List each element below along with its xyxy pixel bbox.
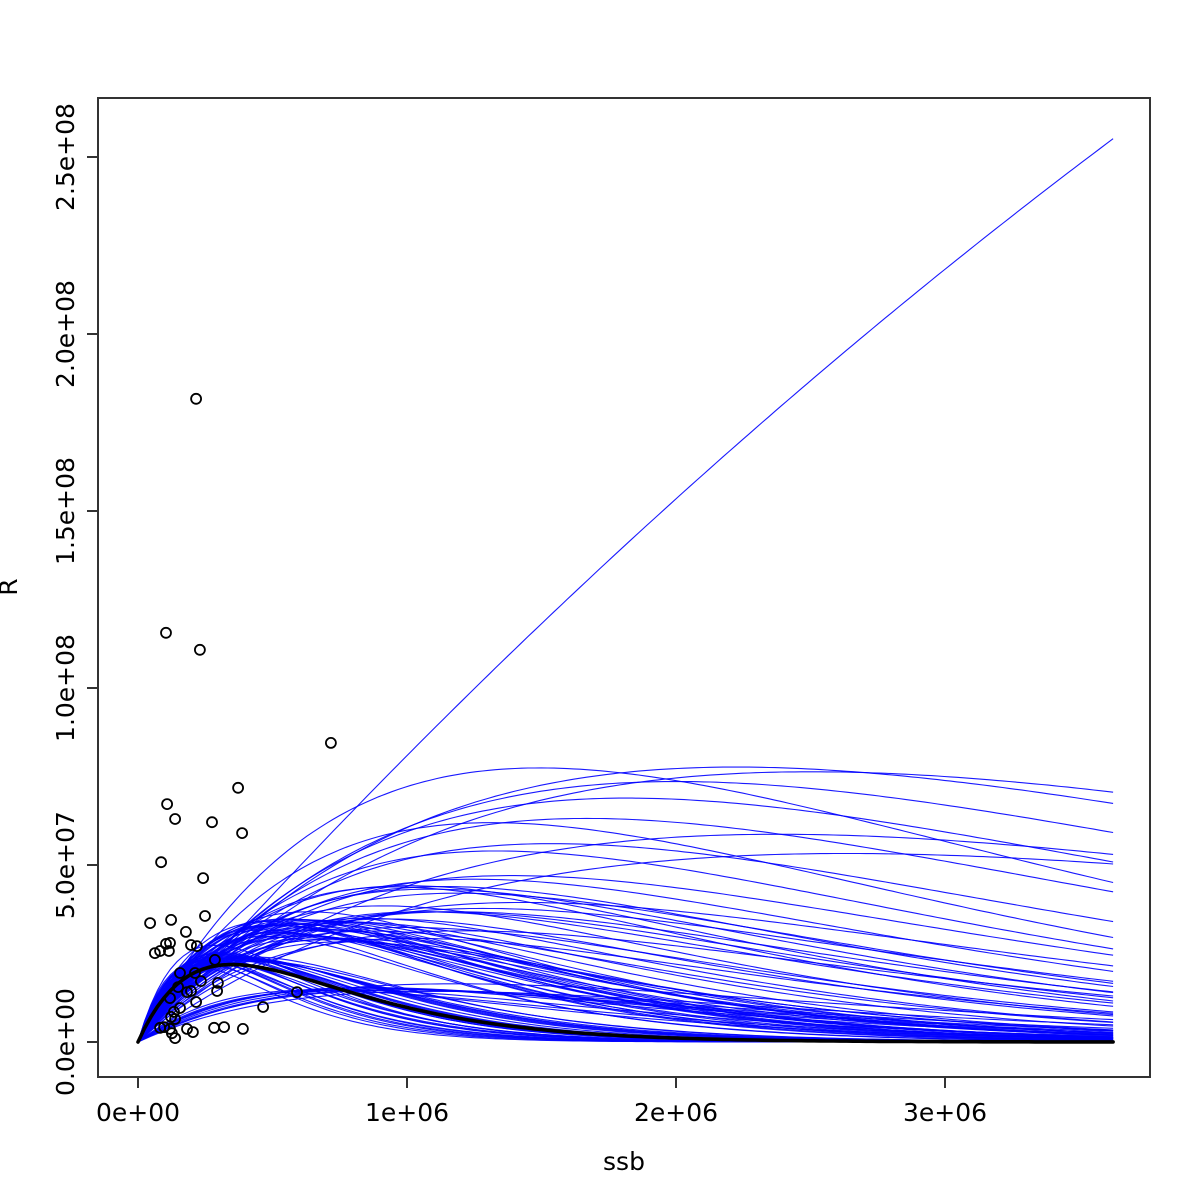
data-point <box>186 1026 199 1038</box>
bootstrap-curve <box>137 930 1114 1043</box>
data-point <box>257 1001 270 1013</box>
data-point <box>208 1021 221 1034</box>
bootstrap-curve <box>137 797 1114 1043</box>
bootstrap-curve <box>137 922 1114 1043</box>
data-point <box>154 945 167 957</box>
data-point <box>161 798 174 810</box>
bootstrap-curve <box>137 766 1114 1043</box>
data-point <box>181 1023 193 1035</box>
bootstrap-curve <box>137 929 1114 1043</box>
data-point <box>160 626 172 639</box>
bootstrap-curves <box>137 138 1114 1043</box>
bootstrap-curve <box>137 925 1114 1043</box>
x-tick-label-0: 0e+00 <box>96 1098 180 1127</box>
bootstrap-curve <box>137 990 1114 1043</box>
bootstrap-curve <box>137 937 1114 1043</box>
data-points <box>144 392 337 1044</box>
data-point <box>194 975 207 987</box>
y-tick-label-4: 2.0e+08 <box>51 280 80 388</box>
data-point <box>172 981 185 993</box>
x-tick-label-3: 3e+06 <box>903 1098 987 1127</box>
bootstrap-curve <box>137 875 1114 1043</box>
bootstrap-curve <box>137 930 1114 1043</box>
x-axis-title: ssb <box>603 1147 645 1176</box>
data-point <box>164 937 176 949</box>
data-point <box>179 926 192 938</box>
y-tick-label-2: 1.0e+08 <box>51 634 80 742</box>
data-point <box>218 1021 231 1033</box>
bootstrap-curve <box>137 892 1114 1043</box>
data-point <box>324 737 337 749</box>
y-axis-title: R <box>0 578 23 595</box>
data-point <box>148 947 161 959</box>
data-point <box>164 992 176 1004</box>
bootstrap-curve <box>137 138 1114 1043</box>
bootstrap-curve <box>137 843 1114 1043</box>
bootstrap-curve <box>137 852 1114 1043</box>
data-point <box>190 392 203 405</box>
data-point <box>197 872 210 884</box>
bootstrap-curve <box>137 988 1114 1043</box>
bootstrap-curve <box>137 987 1114 1043</box>
y-tick-label-1: 5.0e+07 <box>51 811 80 919</box>
bootstrap-curve <box>137 983 1114 1043</box>
y-tick-label-3: 1.5e+08 <box>51 457 80 565</box>
y-axis-ticks <box>87 156 98 1043</box>
bootstrap-curve <box>137 850 1114 1043</box>
data-point <box>162 945 175 957</box>
y-tick-label-0: 0.0e+00 <box>51 988 80 1096</box>
data-point <box>185 985 197 997</box>
plot-border <box>97 97 1151 1078</box>
fitted-curve-path <box>136 962 1115 1044</box>
bootstrap-curve <box>137 989 1114 1043</box>
data-point <box>190 940 203 952</box>
bootstrap-curve <box>137 905 1114 1043</box>
data-point <box>193 643 206 656</box>
data-point <box>165 914 178 926</box>
data-point <box>211 985 224 997</box>
data-point <box>185 939 197 951</box>
data-point <box>208 954 221 966</box>
data-point <box>169 813 182 825</box>
data-point <box>174 1002 186 1014</box>
bootstrap-curve <box>137 771 1114 1043</box>
data-point <box>158 1021 171 1033</box>
data-point <box>169 1032 182 1044</box>
data-point <box>155 856 168 869</box>
x-tick-label-2: 2e+06 <box>634 1098 718 1127</box>
data-point <box>189 967 201 979</box>
data-point <box>206 816 218 829</box>
bootstrap-curve <box>137 989 1114 1043</box>
data-point <box>144 917 157 929</box>
bootstrap-curve <box>137 929 1114 1043</box>
data-point <box>236 1023 249 1035</box>
data-point <box>236 827 249 839</box>
data-point <box>199 910 211 922</box>
bootstrap-curve <box>137 886 1114 1043</box>
data-point <box>211 977 224 989</box>
bootstrap-curve <box>137 817 1114 1043</box>
y-tick-label-5: 2.5e+08 <box>51 103 80 211</box>
data-point <box>190 996 203 1008</box>
data-point <box>232 781 245 794</box>
bootstrap-curve <box>137 822 1114 1043</box>
fitted-curve <box>136 962 1115 1044</box>
bootstrap-curve <box>137 767 1114 1043</box>
data-point <box>291 986 303 998</box>
x-tick-label-1: 1e+06 <box>365 1098 449 1127</box>
data-point <box>174 967 186 979</box>
data-point <box>169 1013 182 1025</box>
x-axis-ticks <box>137 1077 946 1088</box>
bootstrap-curve <box>137 833 1114 1043</box>
bootstrap-curve <box>137 888 1114 1043</box>
